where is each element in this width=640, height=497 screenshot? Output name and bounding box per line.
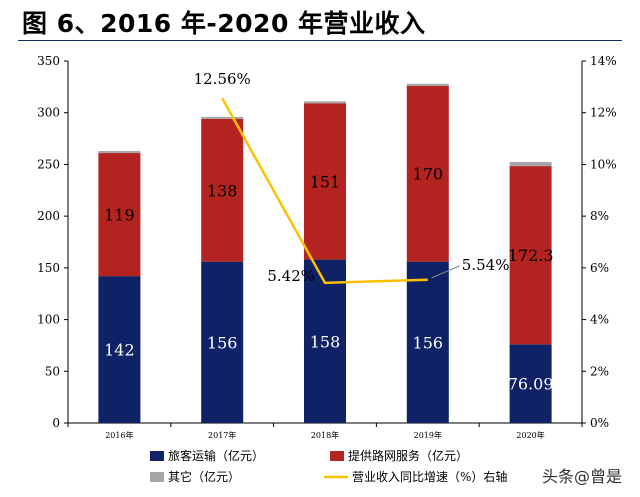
growth-rate-label: 5.54%: [462, 256, 510, 274]
legend-label: 提供路网服务（亿元）: [348, 448, 468, 463]
bar-data-label: 151: [310, 172, 341, 191]
left-tick-label: 100: [37, 313, 60, 327]
legend-swatch: [150, 451, 164, 461]
growth-rate-line: [221, 97, 428, 285]
watermark: 头条@曾是: [541, 467, 622, 486]
x-tick-label: 2019年: [414, 430, 442, 440]
bar-segment: [201, 118, 244, 262]
bar-segment: [98, 153, 141, 277]
right-tick-label: 10%: [590, 157, 617, 171]
legend-label: 旅客运输（亿元）: [168, 448, 264, 463]
bar-segment: [406, 261, 449, 423]
bar-data-label: 158: [310, 332, 341, 351]
bar-segment: [98, 150, 141, 154]
legend-swatch: [330, 451, 344, 461]
x-tick-label: 2018年: [311, 430, 339, 440]
label-leader-line: [431, 265, 460, 279]
x-tick-label: 2020年: [516, 430, 544, 440]
x-tick-label: 2017年: [208, 430, 236, 440]
bar-segment: [509, 344, 552, 423]
right-tick-label: 4%: [590, 313, 609, 327]
right-tick-label: 12%: [590, 106, 617, 120]
bar-segment: [304, 103, 346, 260]
growth-rate-label: 12.56%: [194, 70, 251, 88]
bar-data-label: 138: [207, 181, 238, 200]
right-tick-label: 6%: [590, 261, 609, 275]
growth-rate-label: 5.42%: [267, 267, 315, 285]
bar-segment: [201, 116, 244, 119]
legend-swatch: [150, 472, 164, 482]
bar-data-label: 156: [207, 333, 238, 352]
bar-data-label: 119: [104, 206, 135, 225]
legend-label: 营业收入同比增速（%）右轴: [352, 469, 507, 484]
bar-data-label: 156: [413, 333, 444, 352]
bar-segment: [201, 261, 244, 423]
right-tick-label: 0%: [590, 416, 609, 430]
left-tick-label: 250: [37, 157, 60, 171]
bar-segment: [304, 259, 346, 423]
left-tick-label: 200: [37, 209, 60, 223]
legend-label: 其它（亿元）: [168, 469, 240, 484]
left-tick-label: 300: [37, 106, 60, 120]
bar-segment: [406, 85, 449, 262]
left-tick-label: 50: [45, 364, 60, 378]
bar-segment: [509, 161, 552, 167]
title-divider: [18, 40, 622, 41]
bar-data-label: 76.09: [508, 375, 554, 394]
bar-data-label: 172.3: [508, 246, 554, 265]
left-tick-label: 350: [37, 54, 60, 68]
left-tick-label: 0: [52, 416, 60, 430]
right-tick-label: 14%: [590, 54, 617, 68]
bar-segment: [406, 83, 449, 86]
left-tick-label: 150: [37, 261, 60, 275]
right-tick-label: 2%: [590, 364, 609, 378]
right-tick-label: 8%: [590, 209, 609, 223]
bar-data-label: 142: [104, 341, 135, 360]
bar-data-label: 170: [413, 165, 444, 184]
bar-segment: [509, 166, 552, 345]
bar-segment: [304, 101, 346, 104]
chart-title: 图 6、2016 年-2020 年营业收入: [22, 9, 426, 38]
bar-segment: [98, 276, 141, 423]
x-tick-label: 2016年: [105, 430, 133, 440]
